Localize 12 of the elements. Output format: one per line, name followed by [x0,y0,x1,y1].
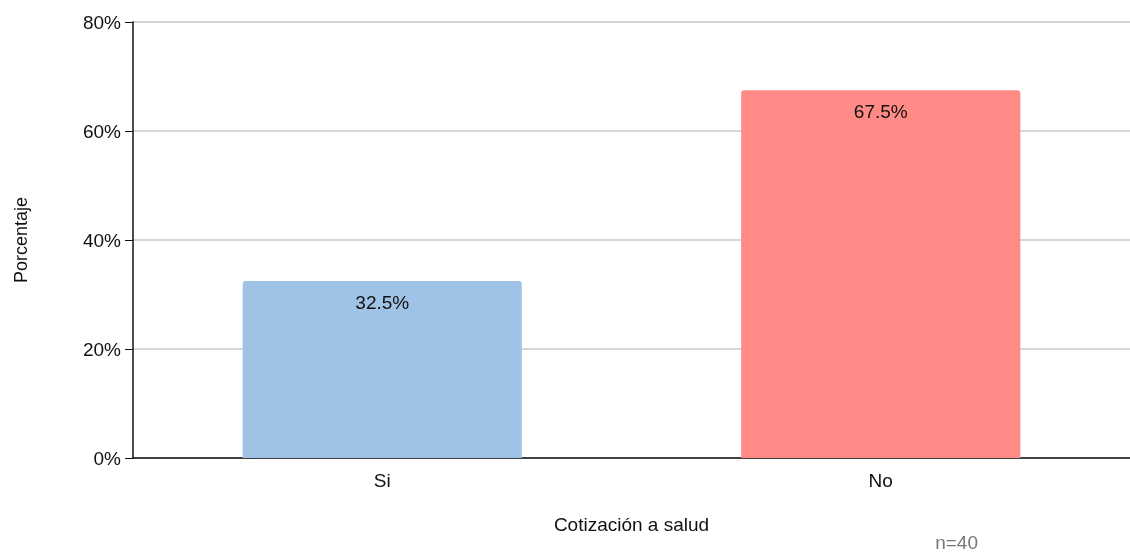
x-axis-title: Cotización a salud [553,514,710,535]
data-label: 67.5% [853,101,908,123]
y-tick-label: 40% [82,229,122,251]
y-tick-label: 60% [82,120,122,142]
data-label: 32.5% [355,291,410,313]
x-tick-label: No [868,470,893,491]
text: n=40 [935,532,978,553]
y-tick-label: 20% [82,338,122,360]
y-tick-label: 80% [82,11,122,33]
x-tick-label: Si [373,470,391,491]
y-tick-label: 0% [93,447,122,469]
y-axis-title: Porcentaje [11,196,31,284]
